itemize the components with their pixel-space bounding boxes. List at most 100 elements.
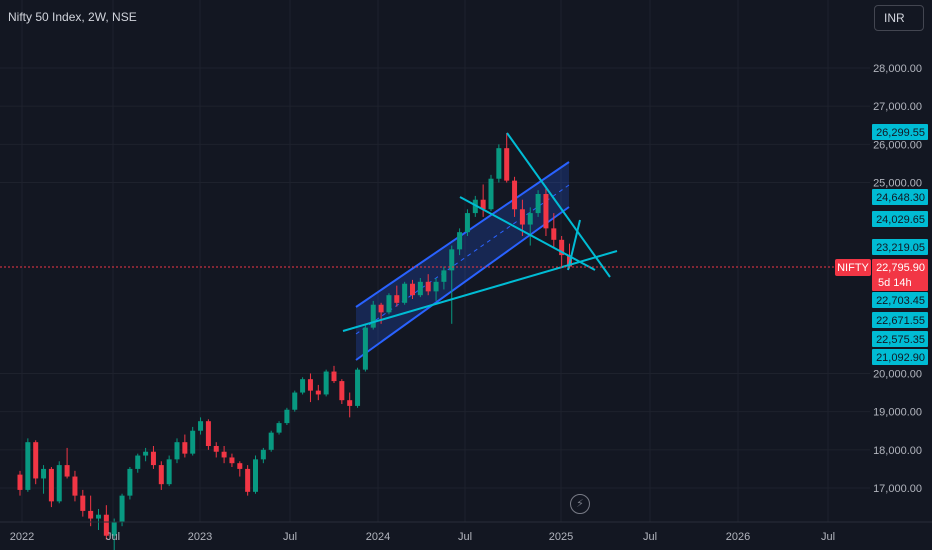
- currency-button[interactable]: INR: [874, 5, 924, 31]
- candle-body: [111, 522, 117, 536]
- candle: [449, 245, 455, 324]
- candle-body: [253, 459, 258, 492]
- channel-lower-line: [355, 206, 570, 361]
- candle: [143, 447, 149, 462]
- candle-body: [480, 199, 486, 210]
- regression-channel[interactable]: [355, 161, 570, 361]
- candle: [543, 186, 549, 236]
- candle: [213, 442, 219, 458]
- candle-body: [417, 281, 423, 296]
- candle: [362, 323, 368, 372]
- candle: [488, 174, 494, 212]
- candle-body: [198, 421, 204, 431]
- candle: [88, 495, 94, 527]
- candle: [457, 228, 463, 256]
- candle: [480, 184, 486, 217]
- candle-body: [488, 178, 494, 210]
- candle: [433, 278, 439, 301]
- candle-body: [88, 510, 94, 519]
- candle: [150, 446, 156, 469]
- price-axis-label: 19,000.00: [873, 407, 922, 419]
- price-axis: 28,000.00 27,000.00 26,000.00 25,000.00 20,0…: [873, 63, 922, 495]
- price-tag-label: 22,671.55: [876, 315, 925, 327]
- candle: [237, 461, 243, 477]
- price-axis-label: 27,000.00: [873, 101, 922, 113]
- channel-upper-line: [355, 161, 570, 308]
- price-tag: 24,648.30: [872, 189, 928, 205]
- candle-body: [150, 451, 156, 466]
- candle-body: [386, 295, 392, 313]
- price-tag: 26,299.55: [872, 124, 928, 140]
- symbol-tag-label: NIFTY: [837, 262, 869, 274]
- candle-body: [229, 457, 235, 464]
- candle-body: [276, 423, 282, 433]
- candle: [111, 518, 117, 550]
- candle-body: [512, 180, 518, 210]
- wedge-trendline: [567, 219, 581, 271]
- time-axis-label: Jul: [458, 531, 472, 543]
- channel-mid-line: [355, 184, 570, 335]
- candle-body: [103, 514, 109, 536]
- candle: [33, 440, 39, 485]
- time-axis-label: 2022: [10, 531, 34, 543]
- support-trendline: [342, 250, 618, 332]
- price-tag: 22,703.45: [872, 292, 928, 308]
- chart-title: Nifty 50 Index, 2W, NSE: [8, 10, 137, 24]
- price-tag-label: 23,219.05: [876, 242, 925, 254]
- candle-body: [64, 465, 70, 477]
- candle: [504, 132, 510, 183]
- candle-body: [394, 295, 400, 303]
- candle: [276, 421, 282, 435]
- bar-countdown: 5d 14h: [878, 277, 912, 289]
- lightning-icon[interactable]: ⚡: [570, 494, 590, 514]
- price-axis-label: 20,000.00: [873, 368, 922, 380]
- price-axis-label: 18,000.00: [873, 445, 922, 457]
- price-tag: 21,092.90: [872, 349, 928, 365]
- candle-body: [347, 400, 353, 406]
- candle: [417, 278, 423, 298]
- time-axis: 2022 Jul 2023 Jul 2024 Jul 2025 Jul 2026 Jul: [0, 521, 932, 543]
- channel-fill: [356, 162, 569, 360]
- candle-body: [48, 468, 54, 502]
- candle-body: [25, 442, 31, 490]
- candle: [402, 281, 408, 305]
- candle-body: [80, 495, 86, 511]
- price-tag-box: [872, 239, 928, 255]
- time-axis-label: Jul: [821, 531, 835, 543]
- candle: [260, 447, 266, 464]
- candle-body: [535, 194, 541, 214]
- price-axis-label: 25,000.00: [873, 178, 922, 190]
- candle: [96, 509, 101, 530]
- candle: [425, 274, 431, 296]
- candle: [135, 453, 141, 473]
- price-tag-box: [872, 211, 928, 227]
- candle: [370, 300, 376, 330]
- price-tag-label: 22,703.45: [876, 295, 925, 307]
- candle-body: [33, 442, 39, 479]
- price-tag-box: [872, 124, 928, 140]
- time-axis-label: 2026: [726, 531, 750, 543]
- price-tag-label: 26,299.55: [876, 127, 925, 139]
- candle: [127, 467, 133, 500]
- trendlines[interactable]: [342, 132, 618, 332]
- candle: [347, 392, 353, 418]
- candle-body: [300, 379, 306, 393]
- price-tags: 26,299.55 24,648.30 24,029.65 23,219.05 22,7…: [835, 124, 928, 365]
- candle-body: [190, 430, 196, 454]
- candle: [158, 461, 164, 490]
- price-tag-box: [872, 331, 928, 347]
- price-tag: 24,029.65: [872, 211, 928, 227]
- time-axis-label: 2024: [366, 531, 390, 543]
- candle: [315, 384, 321, 401]
- candle: [394, 285, 400, 307]
- price-tag-label: 21,092.90: [876, 352, 925, 364]
- time-axis-label: Jul: [643, 531, 657, 543]
- candle-body: [378, 304, 384, 313]
- candle-body: [362, 327, 368, 370]
- time-axis-label: Jul: [106, 531, 120, 543]
- candle: [284, 407, 290, 425]
- candle-body: [323, 371, 329, 395]
- candle-body: [166, 459, 172, 485]
- candle-body: [496, 148, 502, 179]
